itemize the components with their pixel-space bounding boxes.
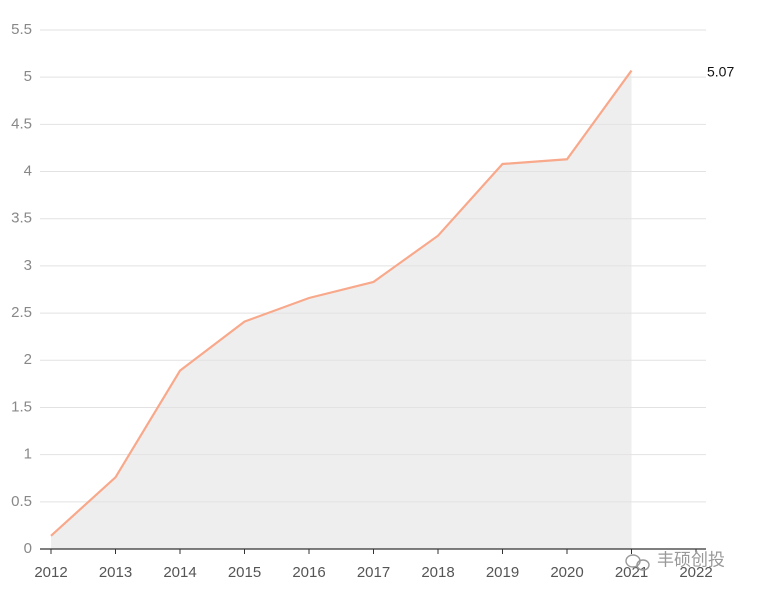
- y-tick-label: 0: [24, 540, 32, 557]
- x-tick-label: 2015: [228, 564, 261, 581]
- x-tick-label: 2014: [163, 564, 196, 581]
- watermark-icon: [625, 554, 650, 571]
- y-tick-label: 5.5: [11, 21, 32, 38]
- y-tick-label: 5: [24, 68, 32, 85]
- y-tick-label: 4: [24, 163, 32, 180]
- plot: 0 0.5 1 1.5 2 2.5 3 3.5 4 4.5 5 5.5 2012 2013 2014 2015…: [11, 21, 734, 581]
- x-tick-label: 2017: [357, 564, 390, 581]
- x-tick-label: 2013: [99, 564, 132, 581]
- y-tick-label: 4.5: [11, 115, 32, 132]
- y-tick-label: 0.5: [11, 493, 32, 510]
- y-tick-label: 1: [24, 446, 32, 463]
- y-tick-label: 2: [24, 351, 32, 368]
- x-tick-label: 2019: [486, 564, 519, 581]
- watermark: 丰硕创投: [657, 550, 725, 569]
- x-tick-label: 2012: [34, 564, 67, 581]
- y-tick-label: 1.5: [11, 398, 32, 415]
- x-tick-label: 2020: [550, 564, 583, 581]
- value-label: 5.07: [707, 63, 734, 79]
- y-tick-label: 2.5: [11, 304, 32, 321]
- line: [50, 69, 633, 537]
- y-tick-label: 3.5: [11, 210, 32, 227]
- x-tick-label: 2016: [292, 564, 325, 581]
- area: [51, 70, 632, 550]
- x-tick-label: 2021: [615, 564, 648, 581]
- y-tick-label: 3: [24, 257, 32, 274]
- x-tick-label: 2018: [421, 564, 454, 581]
- x-tick-label: 2022: [679, 564, 712, 581]
